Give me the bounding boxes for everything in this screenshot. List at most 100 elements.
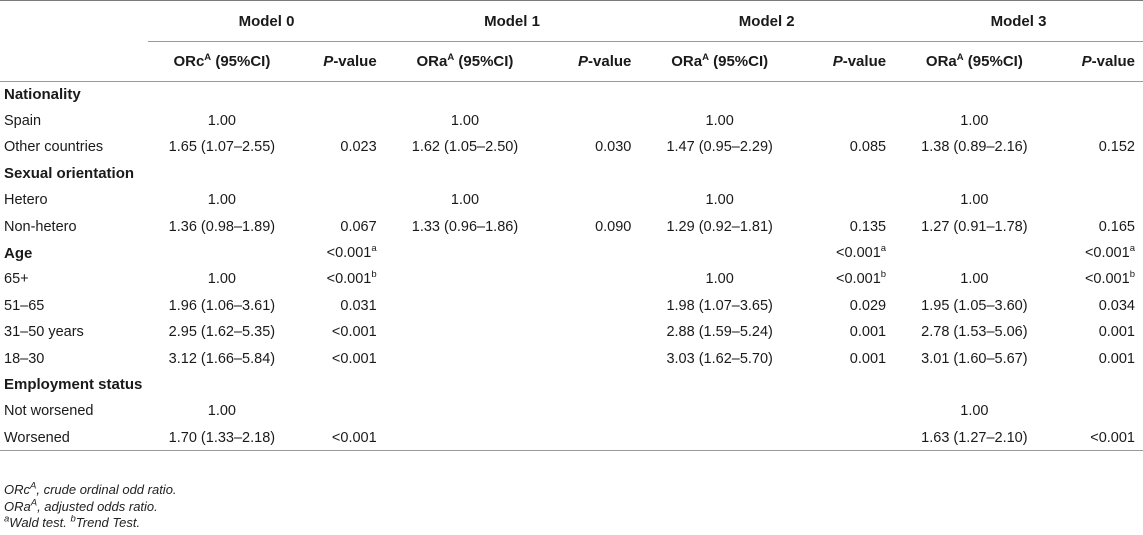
or-cell-model-2: 1.29 (0.92–1.81) bbox=[666, 218, 773, 235]
or-cell-model-1: 1.33 (0.96–1.86) bbox=[411, 218, 519, 235]
or-cell-model-2: 1.00 bbox=[705, 271, 734, 288]
or-cell-model-0: 1.36 (0.98–1.89) bbox=[168, 218, 276, 235]
or-cell-model-2: 1.00 bbox=[705, 113, 734, 130]
p-cell-model-2 bbox=[800, 398, 894, 424]
model-3-header: Model 3 bbox=[894, 0, 1143, 42]
or-cell-model-0: 1.00 bbox=[207, 271, 236, 288]
table-header: Model 0 Model 1 Model 2 Model 3 ORcA (95… bbox=[0, 0, 1143, 82]
or-cell-model-2: 1.47 (0.95–2.29) bbox=[666, 139, 773, 156]
p-cell-model-2: 0.001 bbox=[800, 345, 894, 371]
p-cell-model-0 bbox=[295, 187, 384, 213]
or-cell-model-0: 1.00 bbox=[207, 403, 236, 420]
or-cell-model-3: 1.38 (0.89–2.16) bbox=[921, 139, 1028, 156]
section-row: Sexual orientation bbox=[0, 161, 1143, 187]
p-cell-model-1 bbox=[545, 187, 639, 213]
p-cell-model-3: 0.165 bbox=[1055, 213, 1143, 239]
or-cell-model-0 bbox=[148, 372, 295, 398]
p-cell-model-2 bbox=[800, 372, 894, 398]
or-cell-model-1: 1.00 bbox=[450, 192, 480, 209]
p-value: 0.001 bbox=[1098, 324, 1135, 341]
p-value: <0.001 bbox=[1084, 245, 1130, 262]
p-cell-model-3: 0.152 bbox=[1055, 134, 1143, 160]
p-value-note-marker: b bbox=[880, 269, 887, 281]
or-cell-model-1 bbox=[385, 82, 546, 108]
p-cell-model-0 bbox=[295, 108, 384, 134]
p-cell-model-1 bbox=[545, 240, 639, 266]
p-cell-model-1 bbox=[545, 293, 639, 319]
section-row: Employment status bbox=[0, 372, 1143, 398]
or-cell-model-2 bbox=[639, 398, 800, 424]
or-cell-model-1 bbox=[385, 161, 546, 187]
p-cell-model-0: 0.067 bbox=[295, 213, 384, 239]
p-value: 0.001 bbox=[1098, 350, 1135, 367]
p-cell-model-1 bbox=[545, 161, 639, 187]
table-row: Worsened 1.70 (1.33–2.18) <0.001 1.63 (1.27… bbox=[0, 424, 1143, 452]
p-value: 0.165 bbox=[1098, 218, 1135, 235]
p-cell-model-1 bbox=[545, 82, 639, 108]
p-cell-model-1: 0.030 bbox=[545, 134, 639, 160]
row-label: 51–65 bbox=[4, 297, 45, 314]
p-cell-model-0: <0.001 bbox=[295, 345, 384, 371]
or-cell-model-2 bbox=[639, 161, 800, 187]
row-label: Hetero bbox=[4, 192, 48, 209]
p-cell-model-3: <0.001b bbox=[1055, 266, 1143, 292]
row-label: 18–30 bbox=[4, 350, 45, 367]
or-header-2: ORaA (95%CI) bbox=[639, 41, 800, 82]
table-row: Other countries 1.65 (1.07–2.55) 0.023 1.62… bbox=[0, 134, 1143, 160]
p-value: 0.090 bbox=[595, 218, 632, 235]
model-0-header: Model 0 bbox=[148, 0, 385, 42]
or-cell-model-2 bbox=[639, 372, 800, 398]
or-cell-model-0 bbox=[148, 240, 295, 266]
section-label: Age bbox=[4, 244, 33, 262]
p-value: 0.001 bbox=[849, 324, 887, 341]
p-cell-model-3: 0.001 bbox=[1055, 319, 1143, 345]
or-cell-model-1 bbox=[385, 372, 546, 398]
or-cell-model-3 bbox=[894, 240, 1055, 266]
or-cell-model-3: 1.00 bbox=[960, 192, 989, 209]
or-cell-model-1: 1.00 bbox=[450, 113, 480, 130]
or-cell-model-2: 1.00 bbox=[705, 192, 734, 209]
model-2-header: Model 2 bbox=[639, 0, 895, 42]
or-header-0: ORcA (95%CI) bbox=[148, 41, 296, 82]
or-cell-model-0: 1.00 bbox=[207, 192, 236, 209]
model-header-row: Model 0 Model 1 Model 2 Model 3 bbox=[0, 0, 1143, 42]
or-cell-model-3: 1.00 bbox=[960, 271, 989, 288]
p-value: 0.001 bbox=[849, 350, 887, 367]
p-value-note-marker: a bbox=[371, 243, 377, 255]
table-row: 31–50 years 2.95 (1.62–5.35) <0.001 2.88 (1… bbox=[0, 319, 1143, 345]
p-cell-model-3 bbox=[1055, 187, 1143, 213]
table-row: 51–65 1.96 (1.06–3.61) 0.031 1.98 (1.07–3.6… bbox=[0, 293, 1143, 319]
section-row: Nationality bbox=[0, 82, 1143, 108]
or-header-1: ORaA (95%CI) bbox=[384, 41, 546, 82]
p-cell-model-0 bbox=[295, 161, 384, 187]
p-cell-model-3: 0.001 bbox=[1055, 345, 1143, 371]
p-cell-model-0 bbox=[295, 372, 384, 398]
or-cell-model-3: 1.95 (1.05–3.60) bbox=[921, 297, 1028, 314]
p-value: 0.034 bbox=[1098, 297, 1135, 314]
p-value: <0.001 bbox=[836, 271, 881, 288]
p-value: 0.152 bbox=[1098, 139, 1135, 156]
p-value: <0.001 bbox=[331, 350, 377, 367]
or-cell-model-1 bbox=[385, 398, 546, 424]
p-cell-model-1 bbox=[545, 108, 639, 134]
or-cell-model-3: 1.63 (1.27–2.10) bbox=[894, 424, 1055, 452]
p-value-note-marker: a bbox=[880, 243, 887, 255]
p-cell-model-2 bbox=[799, 424, 895, 452]
or-cell-model-0: 2.95 (1.62–5.35) bbox=[168, 324, 276, 341]
or-cell-model-2: 2.88 (1.59–5.24) bbox=[666, 324, 773, 341]
p-cell-model-0 bbox=[295, 82, 384, 108]
or-cell-model-1 bbox=[385, 293, 546, 319]
p-cell-model-0: <0.001a bbox=[295, 240, 384, 266]
table-row: Spain 1.00 1.00 1.00 1.00 bbox=[0, 108, 1143, 134]
p-cell-model-2 bbox=[800, 82, 894, 108]
p-header-3: P-value bbox=[1054, 41, 1143, 82]
table-row: 18–30 3.12 (1.66–5.84) <0.001 3.03 (1.62–5.… bbox=[0, 345, 1143, 371]
p-header-2: P-value bbox=[799, 41, 895, 82]
p-cell-model-2: <0.001a bbox=[800, 240, 894, 266]
p-header-0: P-value bbox=[295, 41, 385, 82]
or-cell-model-2: 3.03 (1.62–5.70) bbox=[666, 350, 773, 367]
or-cell-model-1 bbox=[385, 266, 546, 292]
p-cell-model-1: 0.090 bbox=[545, 213, 639, 239]
p-cell-model-1 bbox=[545, 398, 639, 424]
